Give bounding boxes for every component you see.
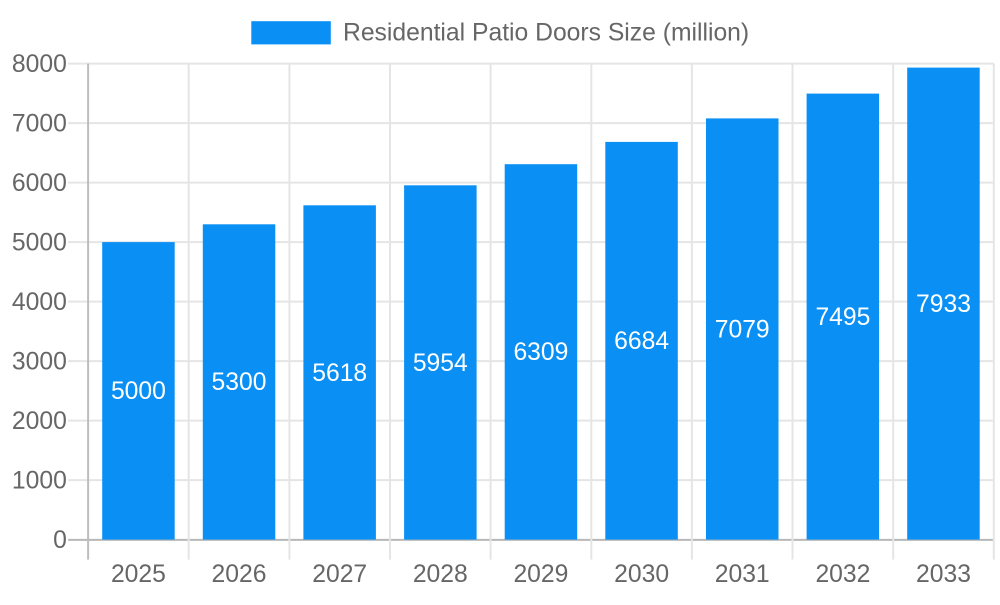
svg-text:7000: 7000 bbox=[12, 110, 67, 137]
svg-text:5000: 5000 bbox=[111, 378, 166, 405]
svg-text:1000: 1000 bbox=[12, 467, 67, 494]
svg-text:2029: 2029 bbox=[513, 561, 568, 588]
svg-text:2025: 2025 bbox=[111, 561, 166, 588]
svg-text:2000: 2000 bbox=[12, 408, 67, 435]
svg-text:2033: 2033 bbox=[916, 561, 971, 588]
svg-text:3000: 3000 bbox=[12, 348, 67, 375]
svg-text:5000: 5000 bbox=[12, 229, 67, 256]
svg-text:5300: 5300 bbox=[212, 369, 267, 396]
svg-text:6000: 6000 bbox=[12, 170, 67, 197]
svg-text:4000: 4000 bbox=[12, 289, 67, 316]
svg-text:6684: 6684 bbox=[614, 328, 669, 355]
svg-text:5954: 5954 bbox=[413, 350, 468, 377]
svg-text:8000: 8000 bbox=[12, 51, 67, 78]
svg-text:2030: 2030 bbox=[614, 561, 669, 588]
svg-text:5618: 5618 bbox=[312, 360, 367, 387]
svg-text:7495: 7495 bbox=[815, 304, 870, 331]
svg-text:Residential Patio Doors Size (: Residential Patio Doors Size (million) bbox=[343, 20, 749, 47]
svg-text:2027: 2027 bbox=[312, 561, 367, 588]
svg-text:2028: 2028 bbox=[413, 561, 468, 588]
svg-text:2026: 2026 bbox=[212, 561, 267, 588]
svg-text:7933: 7933 bbox=[916, 291, 971, 318]
svg-text:2031: 2031 bbox=[715, 561, 770, 588]
svg-text:7079: 7079 bbox=[715, 316, 770, 343]
svg-text:2032: 2032 bbox=[815, 561, 870, 588]
svg-text:0: 0 bbox=[53, 527, 67, 554]
svg-text:6309: 6309 bbox=[513, 339, 568, 366]
